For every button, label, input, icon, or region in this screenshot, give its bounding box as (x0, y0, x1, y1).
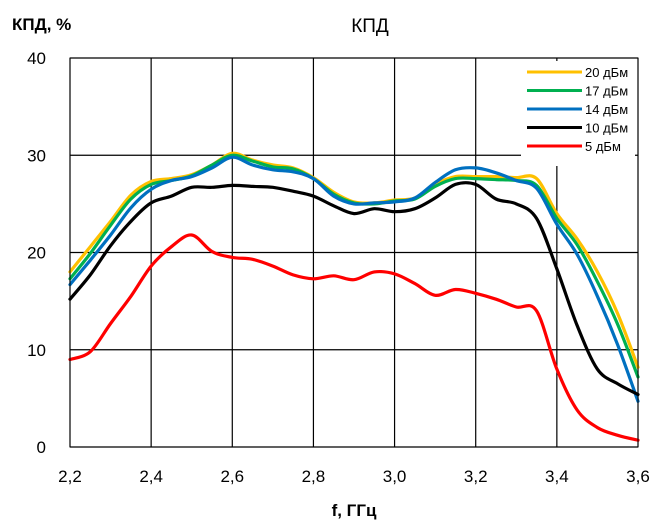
y-tick-label: 30 (27, 146, 46, 165)
x-tick-labels: 2,2 2,4 2,6 2,8 3,0 3,2 3,4 3,6 (58, 467, 650, 486)
x-axis-label: f, ГГц (332, 501, 377, 520)
y-tick-label: 0 (37, 438, 46, 457)
x-tick-label: 3,0 (383, 467, 407, 486)
x-tick-label: 2,4 (139, 467, 163, 486)
x-tick-label: 3,4 (545, 467, 569, 486)
x-tick-label: 2,6 (220, 467, 244, 486)
legend-label: 20 дБм (585, 65, 628, 80)
legend-background (521, 61, 635, 166)
y-axis-label: КПД, % (12, 15, 71, 34)
plot-frame (69, 57, 639, 448)
legend-label: 14 дБм (585, 102, 628, 117)
legend: 20 дБм 17 дБм 14 дБм 10 дБм 5 дБм (521, 61, 635, 166)
series-lines (68, 151, 640, 442)
series-line-3 (68, 181, 640, 397)
y-tick-label: 20 (27, 244, 46, 263)
series-line-4 (68, 233, 640, 442)
legend-label: 10 дБм (585, 121, 628, 136)
y-tick-label: 40 (27, 49, 46, 68)
series-line-2 (68, 155, 640, 403)
legend-label: 17 дБм (585, 84, 628, 99)
chart-title: КПД (351, 16, 389, 37)
y-tick-label: 10 (27, 341, 46, 360)
legend-label: 5 дБм (585, 139, 621, 154)
x-tick-label: 2,2 (58, 467, 82, 486)
x-tick-label: 3,6 (626, 467, 650, 486)
y-tick-labels: 0 10 20 30 40 (27, 49, 46, 457)
x-tick-label: 3,2 (464, 467, 488, 486)
x-tick-label: 2,8 (302, 467, 326, 486)
